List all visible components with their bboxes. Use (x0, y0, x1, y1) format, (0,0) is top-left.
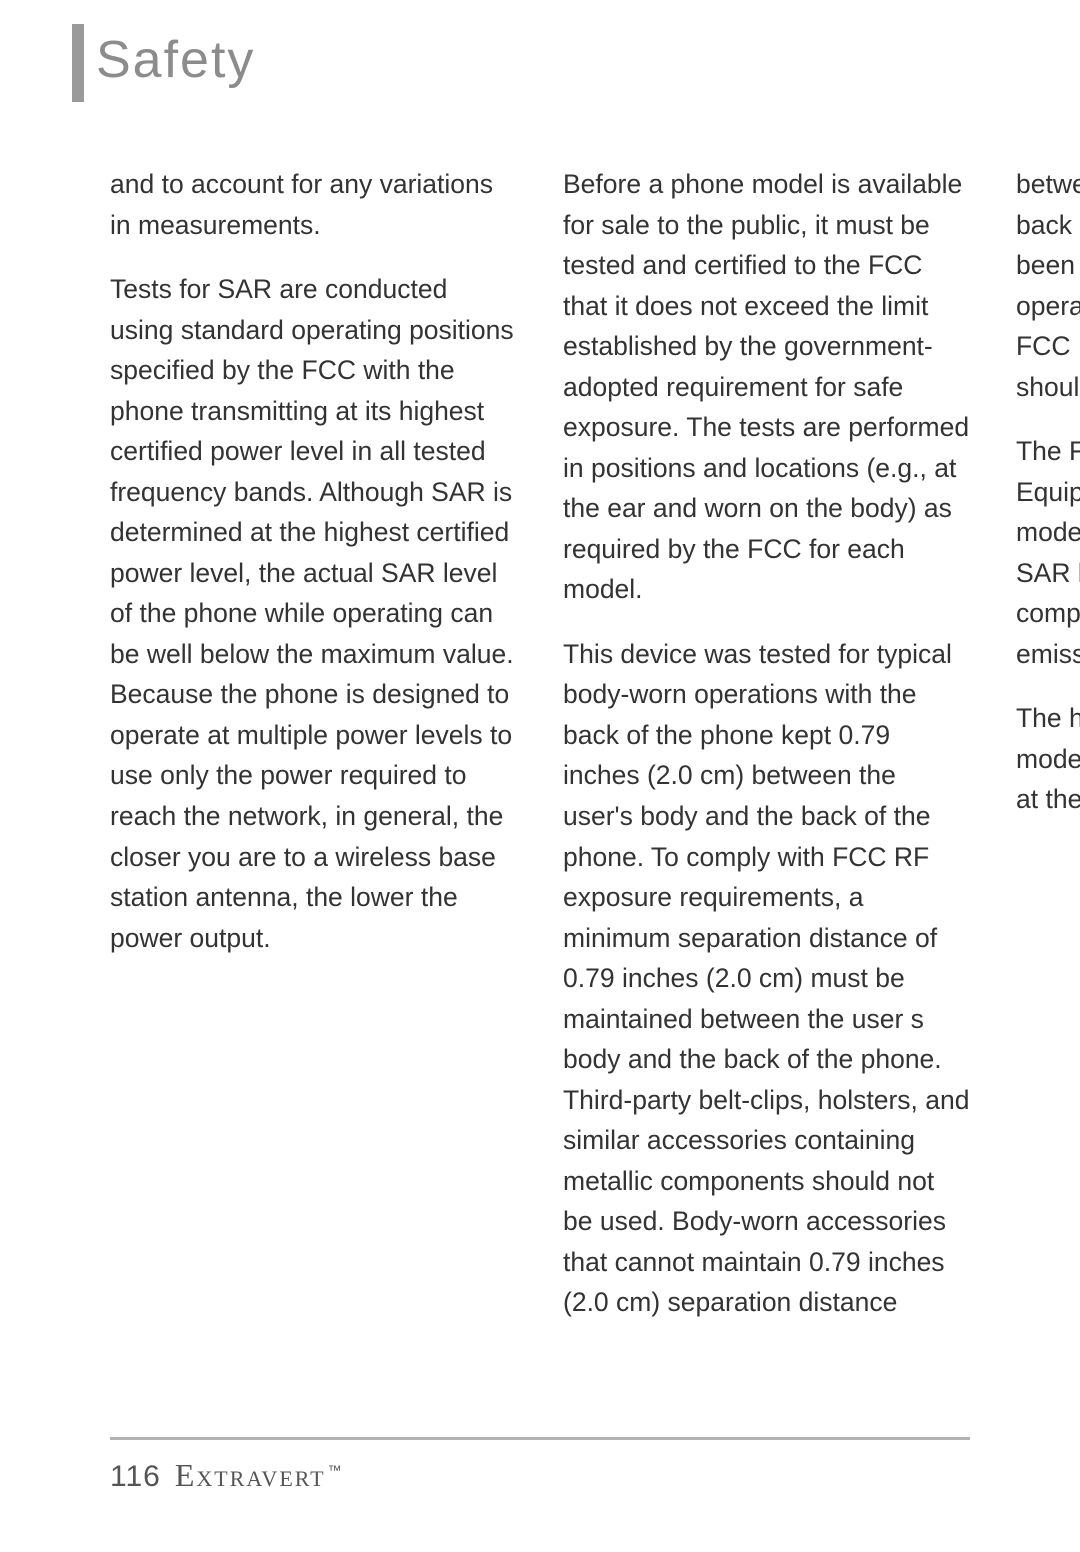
brand-name: Extravert (175, 1457, 326, 1493)
paragraph: and to account for any variations in mea… (110, 164, 517, 245)
page-number: 116 (110, 1460, 161, 1494)
header-accent-bar (72, 24, 84, 102)
body-text: and to account for any variations in mea… (110, 164, 970, 1362)
paragraph: Tests for SAR are conducted using standa… (110, 269, 517, 958)
page: Safety and to account for any variations… (0, 0, 1080, 1552)
paragraph: The FCC has granted an Equipment Authori… (1016, 431, 1080, 674)
trademark-symbol: ™ (328, 1462, 342, 1478)
paragraph: The highest SAR value for this model pho… (1016, 698, 1080, 820)
footer: 116 Extravert™ (110, 1457, 342, 1494)
section-title: Safety (96, 30, 255, 90)
footer-rule (110, 1437, 970, 1440)
paragraph: Before a phone model is available for sa… (563, 164, 970, 610)
header: Safety (72, 30, 255, 102)
brand-label: Extravert™ (175, 1457, 342, 1494)
